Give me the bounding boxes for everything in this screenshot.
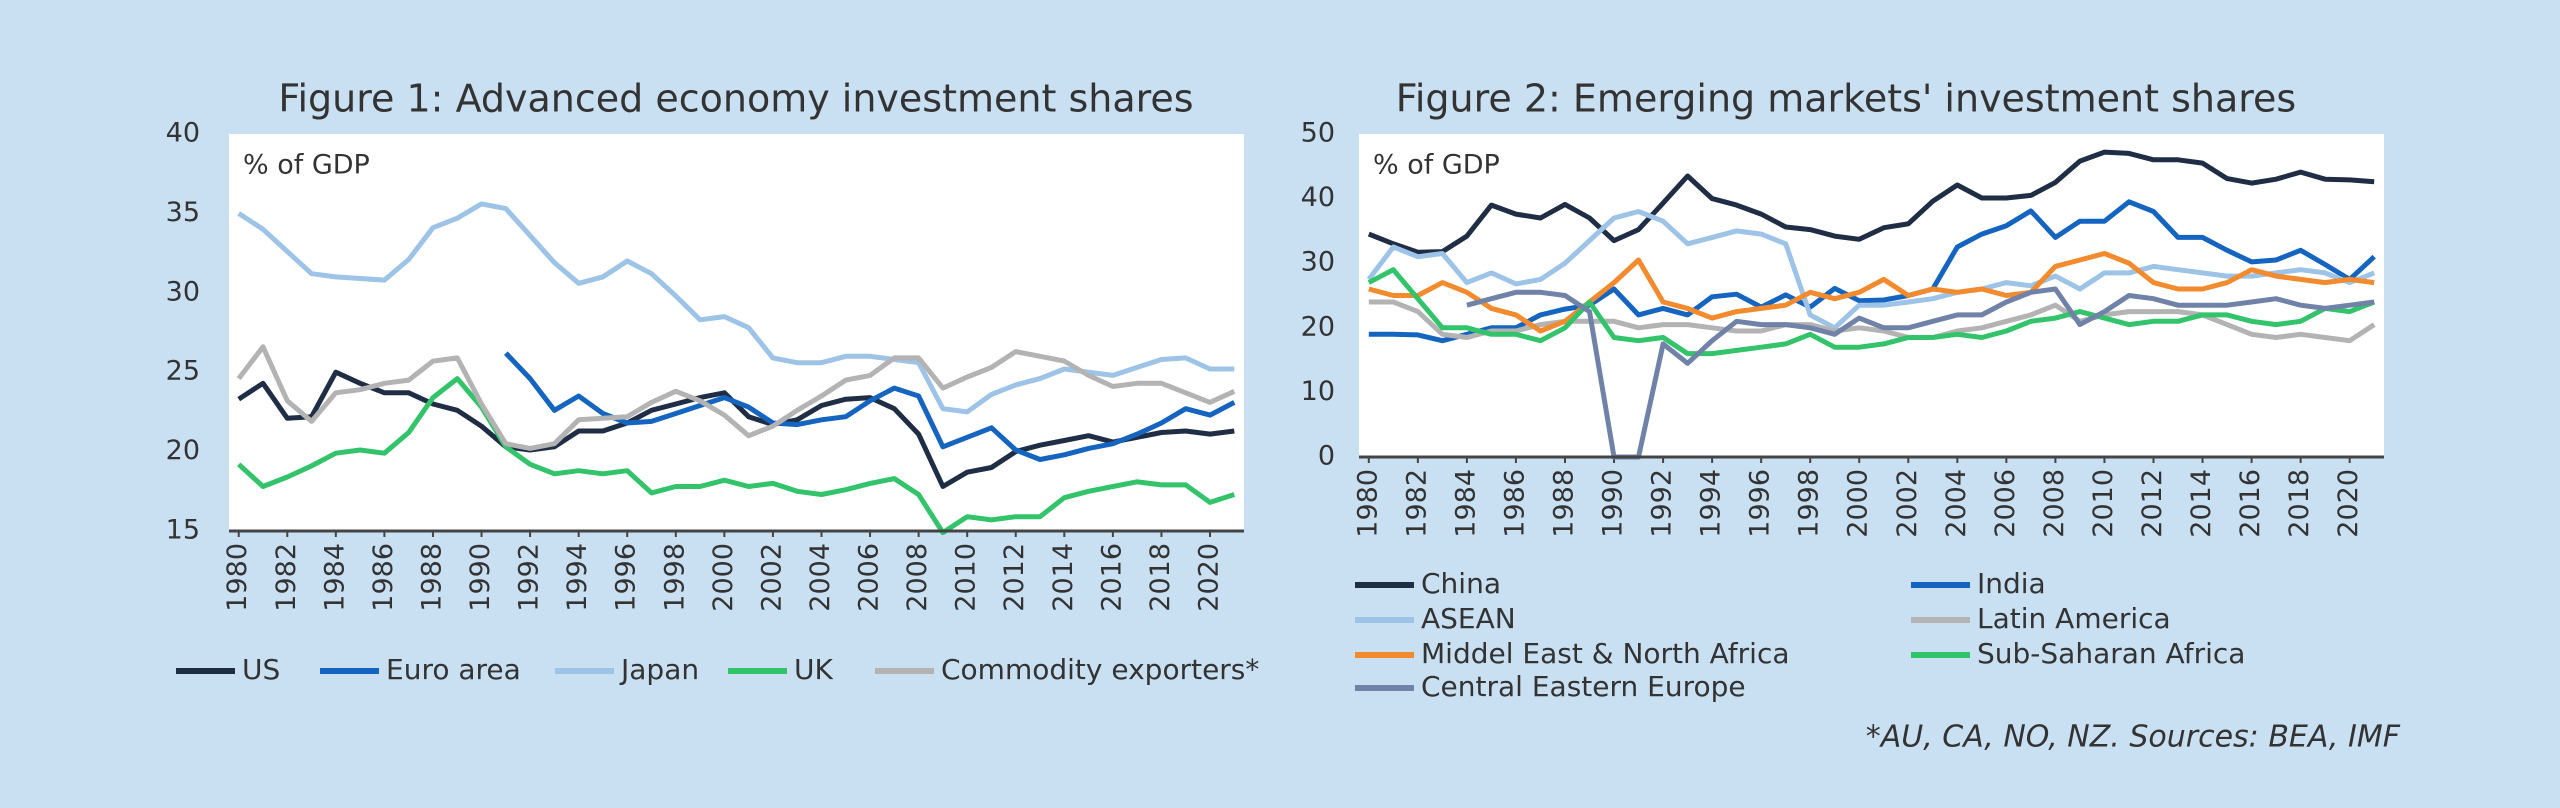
x-tick-label: 2002 bbox=[756, 543, 787, 612]
y-tick-label: 40 bbox=[1301, 182, 1335, 213]
chart-title: Figure 2: Emerging markets' investment s… bbox=[1396, 77, 2296, 121]
x-tick-label: 2020 bbox=[1194, 543, 1225, 612]
series-line bbox=[237, 201, 1235, 415]
x-tick-label: 2000 bbox=[708, 543, 739, 612]
x-tick-label: 1988 bbox=[1548, 469, 1579, 538]
legend-label: Central Eastern Europe bbox=[1421, 670, 1746, 703]
x-tick-label: 1998 bbox=[1794, 469, 1825, 538]
x-tick-label: 1992 bbox=[1647, 469, 1678, 538]
x-tick-label: 1982 bbox=[1401, 469, 1432, 538]
legend-label: India bbox=[1977, 567, 2046, 600]
x-tick-label: 1984 bbox=[319, 543, 350, 612]
x-tick-label: 1996 bbox=[611, 543, 642, 612]
x-tick-label: 2010 bbox=[2088, 469, 2119, 538]
x-tick-label: 1990 bbox=[1598, 469, 1629, 538]
x-tick-label: 1988 bbox=[416, 543, 447, 612]
annotation: % of GDP bbox=[243, 150, 370, 181]
x-tick-label: 2006 bbox=[854, 543, 885, 612]
y-tick-label: 0 bbox=[1318, 441, 1335, 472]
x-tick-label: 2004 bbox=[805, 543, 836, 612]
x-tick-label: 1986 bbox=[1499, 469, 1530, 538]
y-tick-label: 10 bbox=[1301, 376, 1335, 407]
y-tick-label: 40 bbox=[166, 118, 200, 149]
legend-label: ASEAN bbox=[1421, 602, 1516, 635]
footnote: *AU, CA, NO, NZ. Sources: BEA, IMF bbox=[1866, 720, 2401, 755]
x-tick-label: 2014 bbox=[2186, 469, 2217, 538]
x-tick-label: 1994 bbox=[562, 543, 593, 612]
x-tick-label: 2008 bbox=[2039, 469, 2070, 538]
y-tick-label: 30 bbox=[166, 276, 200, 307]
plot-area bbox=[229, 134, 1244, 531]
x-tick-label: 2012 bbox=[999, 543, 1030, 612]
legend-label: Sub-Saharan Africa bbox=[1977, 637, 2245, 670]
series-line bbox=[1368, 251, 2375, 334]
plot-area bbox=[1359, 134, 2384, 457]
x-tick-label: 2000 bbox=[1843, 469, 1874, 538]
y-tick-label: 25 bbox=[166, 356, 200, 387]
x-tick-label: 2002 bbox=[1892, 469, 1923, 538]
x-tick-label: 2014 bbox=[1048, 543, 1079, 612]
series-line bbox=[236, 344, 1236, 451]
x-tick-label: 2010 bbox=[951, 543, 982, 612]
y-tick-label: 20 bbox=[1301, 311, 1335, 342]
annotation: % of GDP bbox=[1373, 150, 1500, 181]
x-tick-label: 2018 bbox=[2284, 469, 2315, 538]
x-tick-label: 1992 bbox=[514, 543, 545, 612]
x-tick-label: 2016 bbox=[1096, 543, 1127, 612]
y-tick-label: 30 bbox=[1301, 247, 1335, 278]
x-tick-label: 1994 bbox=[1696, 469, 1727, 538]
y-tick-label: 35 bbox=[166, 197, 200, 228]
x-tick-label: 2008 bbox=[902, 543, 933, 612]
x-tick-label: 2020 bbox=[2333, 469, 2364, 538]
x-tick-label: 1984 bbox=[1450, 469, 1481, 538]
legend-label: Middel East & North Africa bbox=[1421, 637, 1790, 670]
series-line bbox=[503, 351, 1236, 462]
x-tick-label: 2012 bbox=[2137, 469, 2168, 538]
x-tick-label: 1990 bbox=[465, 543, 496, 612]
legend-label: China bbox=[1421, 567, 1501, 600]
y-tick-label: 50 bbox=[1301, 118, 1335, 149]
x-tick-label: 1998 bbox=[659, 543, 690, 612]
series-line bbox=[1367, 267, 2376, 357]
legend-label: Latin America bbox=[1977, 602, 2171, 635]
legend-label: Euro area bbox=[386, 653, 521, 686]
x-tick-label: 1980 bbox=[222, 543, 253, 612]
x-tick-label: 2016 bbox=[2235, 469, 2266, 538]
chart-title: Figure 1: Advanced economy investment sh… bbox=[278, 77, 1193, 121]
y-tick-label: 20 bbox=[166, 435, 200, 466]
x-tick-label: 1980 bbox=[1352, 469, 1383, 538]
x-tick-label: 1986 bbox=[368, 543, 399, 612]
x-tick-label: 2018 bbox=[1145, 543, 1176, 612]
series-line bbox=[1367, 149, 2375, 255]
legend-label: Japan bbox=[619, 653, 699, 686]
x-tick-label: 2004 bbox=[1941, 469, 1972, 538]
legend-label: Commodity exporters* bbox=[941, 653, 1259, 686]
legend-label: US bbox=[242, 653, 280, 686]
x-tick-label: 1996 bbox=[1745, 469, 1776, 538]
series-line bbox=[237, 376, 1236, 536]
x-tick-label: 1982 bbox=[271, 543, 302, 612]
y-tick-label: 15 bbox=[166, 515, 200, 546]
series-line bbox=[1366, 209, 2376, 331]
legend-label: UK bbox=[794, 653, 833, 686]
series-line bbox=[1368, 199, 2376, 344]
x-tick-label: 2006 bbox=[1990, 469, 2021, 538]
